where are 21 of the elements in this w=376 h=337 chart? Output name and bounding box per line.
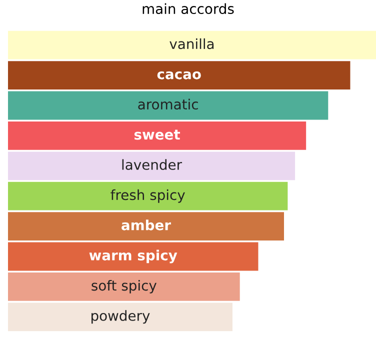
- y-tick-label: cacao: [157, 71, 201, 80]
- chart-title: main accords: [142, 3, 234, 14]
- bar: [8, 302, 232, 332]
- y-tick-label: fresh spicy: [110, 189, 185, 203]
- y-tick-label: vanilla: [170, 38, 214, 50]
- bar: [8, 272, 240, 301]
- bar: [8, 122, 306, 150]
- y-tick-label: sweet: [134, 130, 180, 140]
- bar: [8, 212, 284, 240]
- y-tick-label: warm spicy: [89, 250, 178, 264]
- bar: [8, 182, 288, 210]
- bar: [8, 91, 328, 120]
- y-tick-label: aromatic: [138, 98, 198, 110]
- bar: [8, 61, 350, 90]
- y-tick-label: powdery: [92, 310, 150, 324]
- bar: [8, 30, 376, 60]
- y-tick-label: lavender: [122, 159, 182, 170]
- bar: [8, 152, 296, 180]
- y-tick-label: amber: [122, 220, 171, 230]
- y-tick-label: soft spicy: [92, 280, 157, 294]
- bar: [8, 242, 258, 271]
